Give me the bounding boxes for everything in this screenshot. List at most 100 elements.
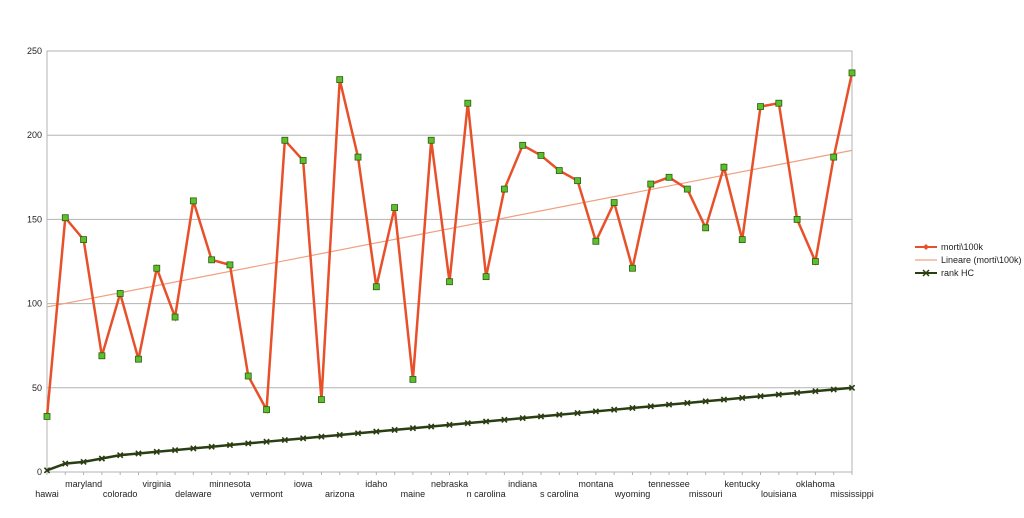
x-category-label: maryland <box>65 479 102 489</box>
x-category-label: iowa <box>294 479 313 489</box>
data-point-morti <box>738 236 746 244</box>
x-category-label: kentucky <box>724 479 760 489</box>
y-tick-label: 250 <box>27 46 42 56</box>
data-point-rank-hc <box>702 398 709 405</box>
data-point-morti <box>80 236 87 244</box>
data-point-morti <box>500 185 508 193</box>
data-point-rank-hc <box>43 467 51 474</box>
data-point-rank-hc <box>409 425 417 432</box>
data-point-morti <box>610 199 618 206</box>
data-point-rank-hc <box>318 433 325 440</box>
x-category-label: n carolina <box>467 489 506 499</box>
data-point-morti <box>720 163 728 171</box>
data-point-morti <box>830 153 838 161</box>
y-axis: 0 50 100 150 200 250 <box>27 46 42 477</box>
data-point-rank-hc <box>537 413 545 420</box>
data-point-morti <box>537 152 545 159</box>
data-point-morti <box>208 256 216 264</box>
x-category-label: louisiana <box>761 489 797 499</box>
data-point-morti <box>775 99 783 107</box>
data-point-morti <box>281 136 289 144</box>
x-category-label: hawai <box>35 489 59 499</box>
data-point-morti <box>482 273 490 281</box>
x-category-label: nebraska <box>431 479 468 489</box>
legend-label-morti: morti\100k <box>941 242 984 252</box>
data-point-rank-hc <box>739 394 746 402</box>
data-point-morti <box>318 396 325 403</box>
data-point-morti <box>446 278 453 286</box>
data-point-morti <box>555 167 563 174</box>
data-point-morti <box>629 264 636 272</box>
data-point-morti <box>43 413 51 420</box>
data-point-rank-hc <box>428 423 435 430</box>
data-point-rank-hc <box>446 421 453 429</box>
data-point-morti <box>574 177 581 185</box>
data-point-rank-hc <box>62 460 69 467</box>
data-point-rank-hc <box>153 448 160 455</box>
data-point-morti <box>336 76 344 84</box>
x-category-label: tennessee <box>648 479 690 489</box>
x-category-label: montana <box>578 479 613 489</box>
series-group <box>43 69 856 474</box>
y-tick-label: 0 <box>37 467 42 477</box>
legend-label-trendline: Lineare (morti\100k) <box>941 255 1022 265</box>
data-point-morti <box>464 99 472 107</box>
data-point-rank-hc <box>812 388 819 395</box>
data-point-morti <box>226 261 234 269</box>
data-point-morti <box>372 283 380 291</box>
x-category-label: indiana <box>508 479 537 489</box>
data-point-morti <box>793 215 801 223</box>
plot-area <box>46 50 853 473</box>
x-category-label: mississippi <box>830 489 874 499</box>
data-point-rank-hc <box>299 435 307 442</box>
x-category-label: oklahoma <box>796 479 835 489</box>
data-point-rank-hc <box>354 430 362 437</box>
data-point-morti <box>153 264 161 272</box>
data-point-rank-hc <box>519 414 526 422</box>
data-point-morti <box>98 352 106 360</box>
data-point-morti <box>427 136 435 144</box>
data-point-morti <box>116 290 124 297</box>
y-tick-label: 50 <box>32 383 42 393</box>
x-category-label: vermont <box>250 489 283 499</box>
y-tick-label: 200 <box>27 130 42 140</box>
legend-marker-morti <box>923 244 929 250</box>
data-point-rank-hc <box>281 436 289 444</box>
x-category-label: delaware <box>175 489 212 499</box>
x-category-label: minnesota <box>209 479 251 489</box>
data-point-rank-hc <box>482 418 490 425</box>
data-point-morti <box>757 103 764 110</box>
data-point-morti <box>299 157 307 164</box>
data-point-rank-hc <box>208 443 215 450</box>
x-category-label: maine <box>401 489 426 499</box>
data-point-rank-hc <box>775 391 782 398</box>
x-category-label: arizona <box>325 489 355 499</box>
x-category-label: idaho <box>365 479 387 489</box>
data-point-morti <box>683 185 691 193</box>
data-point-morti <box>171 313 179 321</box>
data-point-rank-hc <box>556 411 563 418</box>
data-point-morti <box>519 141 527 149</box>
legend: morti\100k Lineare (morti\100k) rank HC <box>915 242 1022 278</box>
data-point-morti <box>592 237 600 245</box>
data-point-rank-hc <box>464 419 471 427</box>
data-point-rank-hc <box>171 446 179 454</box>
data-point-morti <box>702 224 710 232</box>
data-point-morti <box>189 197 197 205</box>
data-point-rank-hc <box>574 409 581 417</box>
data-point-rank-hc <box>263 438 270 445</box>
y-tick-label: 100 <box>27 299 42 309</box>
x-category-label: missouri <box>689 489 723 499</box>
data-point-morti <box>391 204 399 212</box>
data-point-rank-hc <box>629 404 636 412</box>
legend-label-rank-hc: rank HC <box>941 268 975 278</box>
data-point-rank-hc <box>373 428 380 435</box>
data-point-morti <box>409 375 417 383</box>
data-point-rank-hc <box>190 445 197 452</box>
data-point-rank-hc <box>80 458 87 466</box>
data-point-rank-hc <box>501 416 508 423</box>
data-point-rank-hc <box>830 386 837 393</box>
legend-marker-rank-hc <box>922 269 930 277</box>
